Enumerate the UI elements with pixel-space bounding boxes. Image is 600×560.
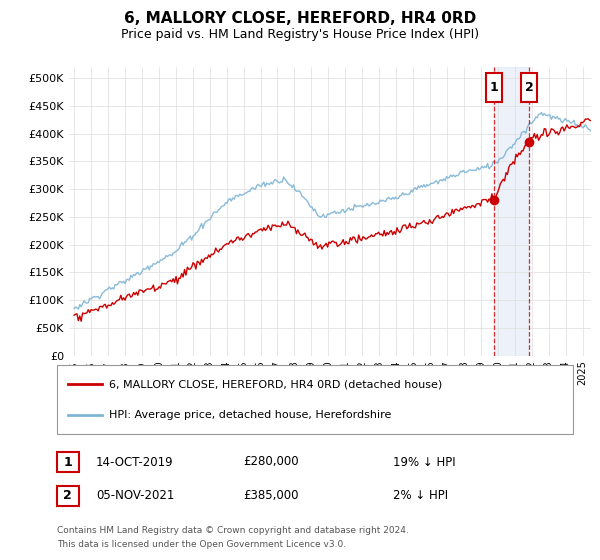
- Text: £280,000: £280,000: [243, 455, 299, 469]
- Text: Contains HM Land Registry data © Crown copyright and database right 2024.: Contains HM Land Registry data © Crown c…: [57, 526, 409, 535]
- Text: HPI: Average price, detached house, Herefordshire: HPI: Average price, detached house, Here…: [109, 410, 392, 419]
- Text: 05-NOV-2021: 05-NOV-2021: [96, 489, 175, 502]
- Bar: [494, 67, 529, 356]
- FancyBboxPatch shape: [487, 73, 502, 102]
- Text: 19% ↓ HPI: 19% ↓ HPI: [393, 455, 455, 469]
- Text: 6, MALLORY CLOSE, HEREFORD, HR4 0RD (detached house): 6, MALLORY CLOSE, HEREFORD, HR4 0RD (det…: [109, 380, 442, 389]
- Text: 2: 2: [524, 81, 533, 94]
- Text: 1: 1: [490, 81, 499, 94]
- Text: 2: 2: [64, 489, 72, 502]
- FancyBboxPatch shape: [521, 73, 537, 102]
- Text: 1: 1: [64, 455, 72, 469]
- Text: 14-OCT-2019: 14-OCT-2019: [96, 455, 173, 469]
- Text: Price paid vs. HM Land Registry's House Price Index (HPI): Price paid vs. HM Land Registry's House …: [121, 28, 479, 41]
- Text: This data is licensed under the Open Government Licence v3.0.: This data is licensed under the Open Gov…: [57, 540, 346, 549]
- Text: 2% ↓ HPI: 2% ↓ HPI: [393, 489, 448, 502]
- Text: £385,000: £385,000: [243, 489, 299, 502]
- Text: 6, MALLORY CLOSE, HEREFORD, HR4 0RD: 6, MALLORY CLOSE, HEREFORD, HR4 0RD: [124, 11, 476, 26]
